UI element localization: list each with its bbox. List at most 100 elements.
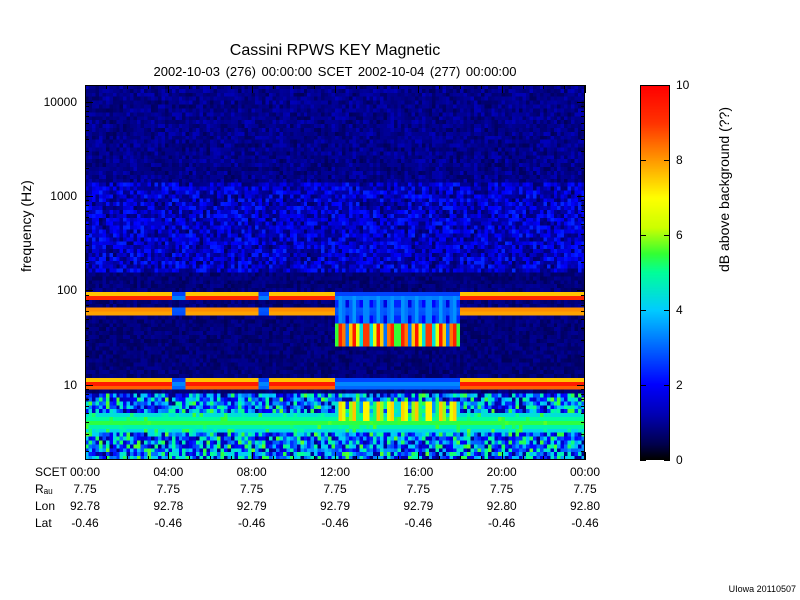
- y-tick-minor: [581, 211, 585, 212]
- x-axis-cell: -0.46: [321, 516, 348, 530]
- x-axis-cell: 7.75: [73, 482, 96, 496]
- x-tick-mark: [252, 452, 253, 460]
- colorbar-tick-mark: [640, 385, 646, 386]
- x-axis-cell: 7.75: [240, 482, 263, 496]
- x-tick-mark: [335, 85, 336, 93]
- colorbar-title: dB above background (??): [716, 107, 732, 272]
- y-tick-minor: [85, 311, 89, 312]
- colorbar-tick-label: 0: [676, 453, 683, 467]
- x-tick-minor: [293, 85, 294, 89]
- x-axis-cell: 92.79: [403, 499, 433, 513]
- y-tick-minor: [85, 300, 89, 301]
- x-tick-mark: [585, 452, 586, 460]
- y-tick-mark: [85, 290, 93, 291]
- x-tick-minor: [523, 456, 524, 460]
- x-tick-minor: [127, 456, 128, 460]
- colorbar-canvas: [640, 85, 670, 460]
- y-tick-minor: [581, 130, 585, 131]
- x-axis-cell: 7.75: [407, 482, 430, 496]
- y-tick-mark: [577, 196, 585, 197]
- chart-title: Cassini RPWS KEY Magnetic: [85, 42, 585, 60]
- x-tick-minor: [148, 85, 149, 89]
- x-tick-minor: [314, 456, 315, 460]
- y-tick-minor: [581, 151, 585, 152]
- y-tick-minor: [581, 224, 585, 225]
- y-tick-minor: [85, 151, 89, 152]
- y-tick-minor: [85, 245, 89, 246]
- y-tick-minor: [581, 200, 585, 201]
- x-tick-minor: [564, 456, 565, 460]
- y-tick-minor: [581, 305, 585, 306]
- x-tick-mark: [252, 85, 253, 93]
- y-axis-label: frequency (Hz): [18, 180, 34, 272]
- y-tick-minor: [85, 422, 89, 423]
- y-tick-minor: [85, 116, 89, 117]
- y-tick-minor: [581, 394, 585, 395]
- x-tick-mark: [85, 452, 86, 460]
- y-tick-minor: [581, 389, 585, 390]
- colorbar-tick-mark: [664, 385, 670, 386]
- y-tick-mark: [85, 385, 93, 386]
- y-tick-minor: [85, 389, 89, 390]
- y-tick-minor: [581, 340, 585, 341]
- y-tick-minor: [581, 406, 585, 407]
- y-tick-minor: [85, 356, 89, 357]
- x-axis-cell: 7.75: [490, 482, 513, 496]
- x-axis-cell: 16:00: [403, 465, 433, 479]
- x-axis-cell: 92.79: [320, 499, 350, 513]
- x-tick-mark: [502, 85, 503, 93]
- x-axis-cell: 92.80: [487, 499, 517, 513]
- x-axis-cell: -0.46: [71, 516, 98, 530]
- x-tick-minor: [460, 456, 461, 460]
- chart-subtitle: 2002-10-03 (276) 00:00:00 SCET 2002-10-0…: [85, 64, 585, 79]
- colorbar-tick-mark: [664, 235, 670, 236]
- x-tick-minor: [231, 456, 232, 460]
- x-tick-minor: [273, 456, 274, 460]
- x-axis-cell: 92.79: [237, 499, 267, 513]
- y-tick-minor: [581, 217, 585, 218]
- x-tick-minor: [189, 456, 190, 460]
- x-tick-minor: [356, 456, 357, 460]
- x-axis-cell: -0.46: [405, 516, 432, 530]
- x-tick-minor: [106, 456, 107, 460]
- y-tick-minor: [85, 328, 89, 329]
- x-tick-minor: [273, 85, 274, 89]
- x-tick-mark: [168, 85, 169, 93]
- colorbar-tick-mark: [640, 85, 646, 86]
- colorbar-tick-label: 8: [676, 153, 683, 167]
- colorbar-tick-label: 2: [676, 378, 683, 392]
- x-tick-minor: [210, 456, 211, 460]
- y-tick-minor: [581, 413, 585, 414]
- x-axis-table: SCET00:0004:0008:0012:0016:0020:0000:00R…: [35, 465, 595, 533]
- x-axis-cell: 04:00: [153, 465, 183, 479]
- y-tick-minor: [581, 139, 585, 140]
- x-tick-minor: [543, 456, 544, 460]
- x-axis-cell: -0.46: [488, 516, 515, 530]
- y-tick-minor: [85, 305, 89, 306]
- y-tick-minor: [85, 200, 89, 201]
- y-tick-minor: [85, 406, 89, 407]
- x-axis-row: SCET00:0004:0008:0012:0016:0020:0000:00: [35, 465, 595, 482]
- x-axis-cell: -0.46: [155, 516, 182, 530]
- colorbar-tick-label: 6: [676, 228, 683, 242]
- y-tick-minor: [581, 234, 585, 235]
- x-tick-minor: [293, 456, 294, 460]
- x-tick-mark: [335, 452, 336, 460]
- x-axis-cell: 7.75: [573, 482, 596, 496]
- y-tick-minor: [581, 319, 585, 320]
- y-tick-minor: [581, 311, 585, 312]
- y-tick-minor: [581, 328, 585, 329]
- x-axis-row: Lon92.7892.7892.7992.7992.7992.8092.80: [35, 499, 595, 516]
- colorbar-tick-mark: [640, 310, 646, 311]
- spectrogram-canvas: [85, 85, 585, 460]
- y-tick-label: 100: [57, 283, 85, 297]
- x-tick-minor: [543, 85, 544, 89]
- colorbar-tick-mark: [664, 310, 670, 311]
- y-tick-minor: [85, 205, 89, 206]
- x-tick-minor: [398, 456, 399, 460]
- y-tick-minor: [581, 356, 585, 357]
- y-tick-minor: [85, 234, 89, 235]
- y-tick-minor: [581, 295, 585, 296]
- x-axis-cell: 08:00: [237, 465, 267, 479]
- footer-stamp: UIowa 20110507: [729, 584, 796, 594]
